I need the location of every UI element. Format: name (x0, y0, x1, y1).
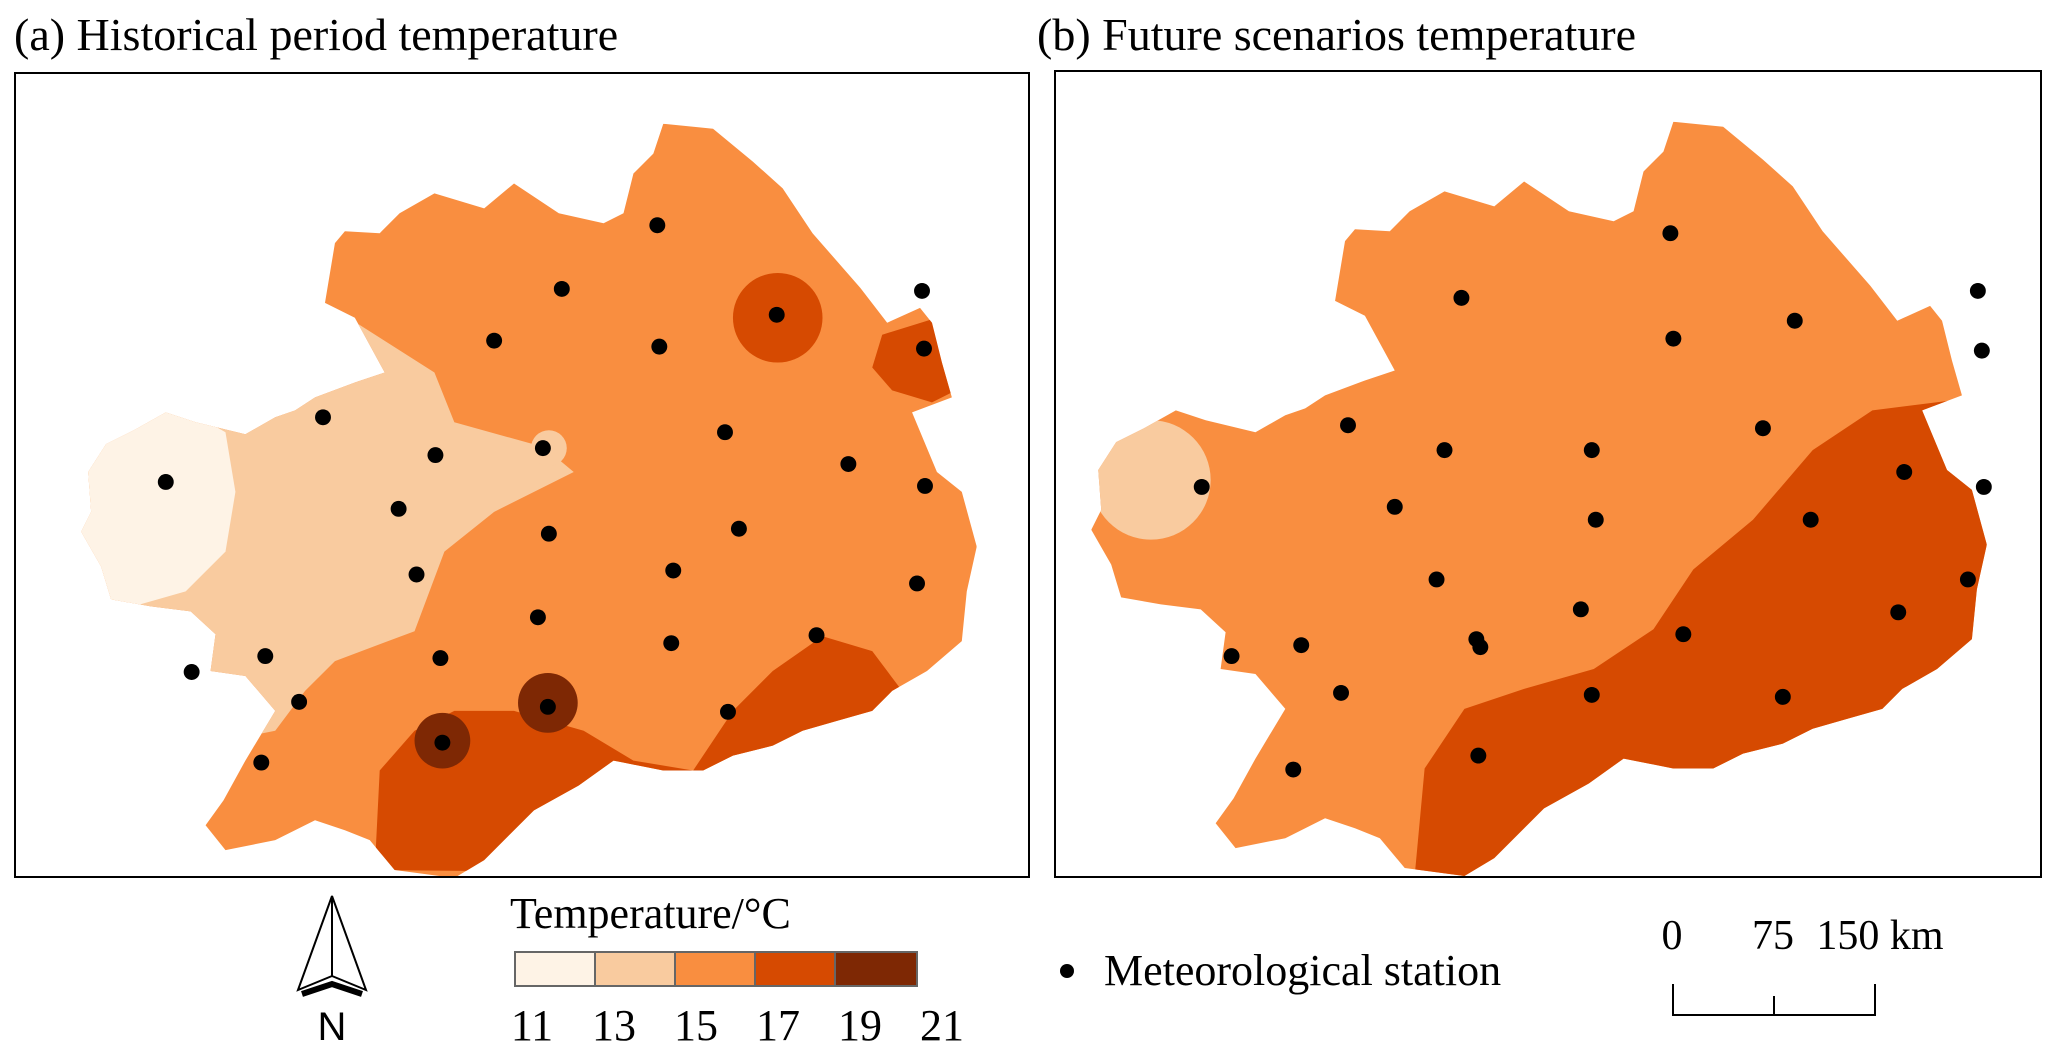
legend-swatch-13-15 (596, 953, 676, 985)
historical-station-12 (534, 440, 551, 457)
future-station-27 (1333, 684, 1349, 701)
historical-station-24 (432, 650, 449, 667)
historical-station-21 (529, 609, 546, 626)
historical-station-29 (720, 703, 736, 720)
scale-tick-75 (1773, 996, 1775, 1016)
future-station-2 (1453, 289, 1470, 306)
legend-tick-13: 13 (592, 1001, 636, 1050)
historical-station-10 (840, 456, 857, 473)
future-station-13 (1583, 442, 1600, 459)
historical-station-4 (651, 338, 668, 355)
scale-tick-0 (1672, 984, 1674, 1016)
legend-tick-17: 17 (756, 1001, 800, 1050)
future-station-28 (1583, 686, 1600, 703)
historical-station-25 (257, 648, 274, 665)
historical-station-27 (291, 693, 308, 710)
future-station-20 (1959, 571, 1976, 588)
historical-station-3 (486, 332, 503, 349)
historical-temperature-map (81, 123, 977, 876)
historical-station-20 (909, 575, 925, 592)
legend-swatch-17-19 (756, 953, 836, 985)
future-station-30 (1470, 747, 1487, 764)
temperature-legend: Temperature/°C 11 13 15 17 19 21 (508, 888, 968, 1058)
historical-station-2 (553, 280, 570, 297)
future-station-1 (1662, 225, 1679, 242)
historical-station-8 (315, 409, 331, 426)
future-station-16 (1587, 511, 1604, 528)
legend-swatch-15-17 (676, 953, 756, 985)
north-label: N (318, 1005, 347, 1049)
legend-color-ramp (514, 951, 918, 987)
future-temperature-map (1091, 121, 1992, 876)
historical-station-5 (768, 306, 785, 323)
historical-station-15 (390, 500, 407, 517)
panel-b-title: (b) Future scenarios temperature (1037, 9, 1637, 60)
future-station-19 (1572, 601, 1589, 618)
scale-tick-150 (1874, 984, 1876, 1016)
historical-station-16 (540, 525, 557, 542)
historical-station-9 (717, 424, 733, 441)
future-station-5 (1786, 312, 1803, 329)
north-arrow-icon: N (296, 895, 368, 1049)
panel-a-title: (a) Historical period temperature (14, 9, 619, 60)
future-station-22 (1675, 626, 1692, 643)
scale-label-0: 0 (1661, 913, 1683, 959)
future-station-18 (1428, 571, 1445, 588)
map-panel-historical (14, 72, 1030, 878)
historical-station-11 (917, 477, 933, 494)
future-station-6 (1969, 282, 1986, 299)
historical-station-6 (914, 282, 930, 299)
historical-station-7 (916, 340, 932, 357)
historical-station-26 (183, 664, 200, 680)
future-station-4 (1665, 330, 1682, 347)
scale-label-75: 75 (1752, 913, 1794, 959)
legend-tick-21: 21 (920, 1001, 964, 1050)
historical-station-19 (665, 562, 682, 579)
future-station-10 (1896, 464, 1913, 480)
map-panel-future (1054, 70, 2042, 878)
station-dot-icon (1060, 963, 1074, 978)
historical-station-22 (663, 635, 680, 652)
historical-station-18 (408, 566, 425, 583)
station-legend-label: Meteorological station (1104, 946, 1502, 995)
future-station-7 (1973, 342, 1990, 359)
future-station-14 (1193, 478, 1210, 495)
future-station-15 (1386, 498, 1403, 515)
historical-station-31 (253, 754, 270, 771)
legend-tick-15: 15 (674, 1001, 718, 1050)
future-station-31 (1285, 761, 1302, 778)
historical-station-23 (808, 627, 825, 644)
future-station-26 (1223, 648, 1240, 665)
legend-tick-19: 19 (838, 1001, 882, 1050)
historical-station-14 (157, 474, 174, 490)
future-station-29 (1774, 688, 1791, 705)
future-station-23 (1890, 604, 1907, 621)
historical-station-17 (730, 520, 747, 537)
legend-tick-11: 11 (510, 1001, 554, 1050)
future-station-17 (1802, 511, 1819, 528)
legend-swatch-19-21 (836, 953, 916, 985)
future-station-24 (1472, 639, 1489, 656)
station-legend: Meteorological station (1060, 945, 1501, 996)
legend-swatch-11-13 (516, 953, 596, 985)
future-station-12 (1436, 442, 1453, 459)
legend-title: Temperature/°C (510, 889, 791, 938)
historical-station-30 (434, 734, 451, 751)
historical-station-28 (539, 698, 556, 715)
future-station-11 (1975, 478, 1992, 495)
historical-station-13 (427, 447, 444, 464)
future-station-25 (1293, 637, 1310, 654)
future-station-9 (1754, 420, 1771, 437)
scale-label-150: 150 km (1816, 913, 1944, 959)
scale-bar: 0 75 150 km (1640, 912, 1944, 1022)
future-station-8 (1340, 417, 1356, 434)
historical-station-1 (649, 217, 666, 234)
